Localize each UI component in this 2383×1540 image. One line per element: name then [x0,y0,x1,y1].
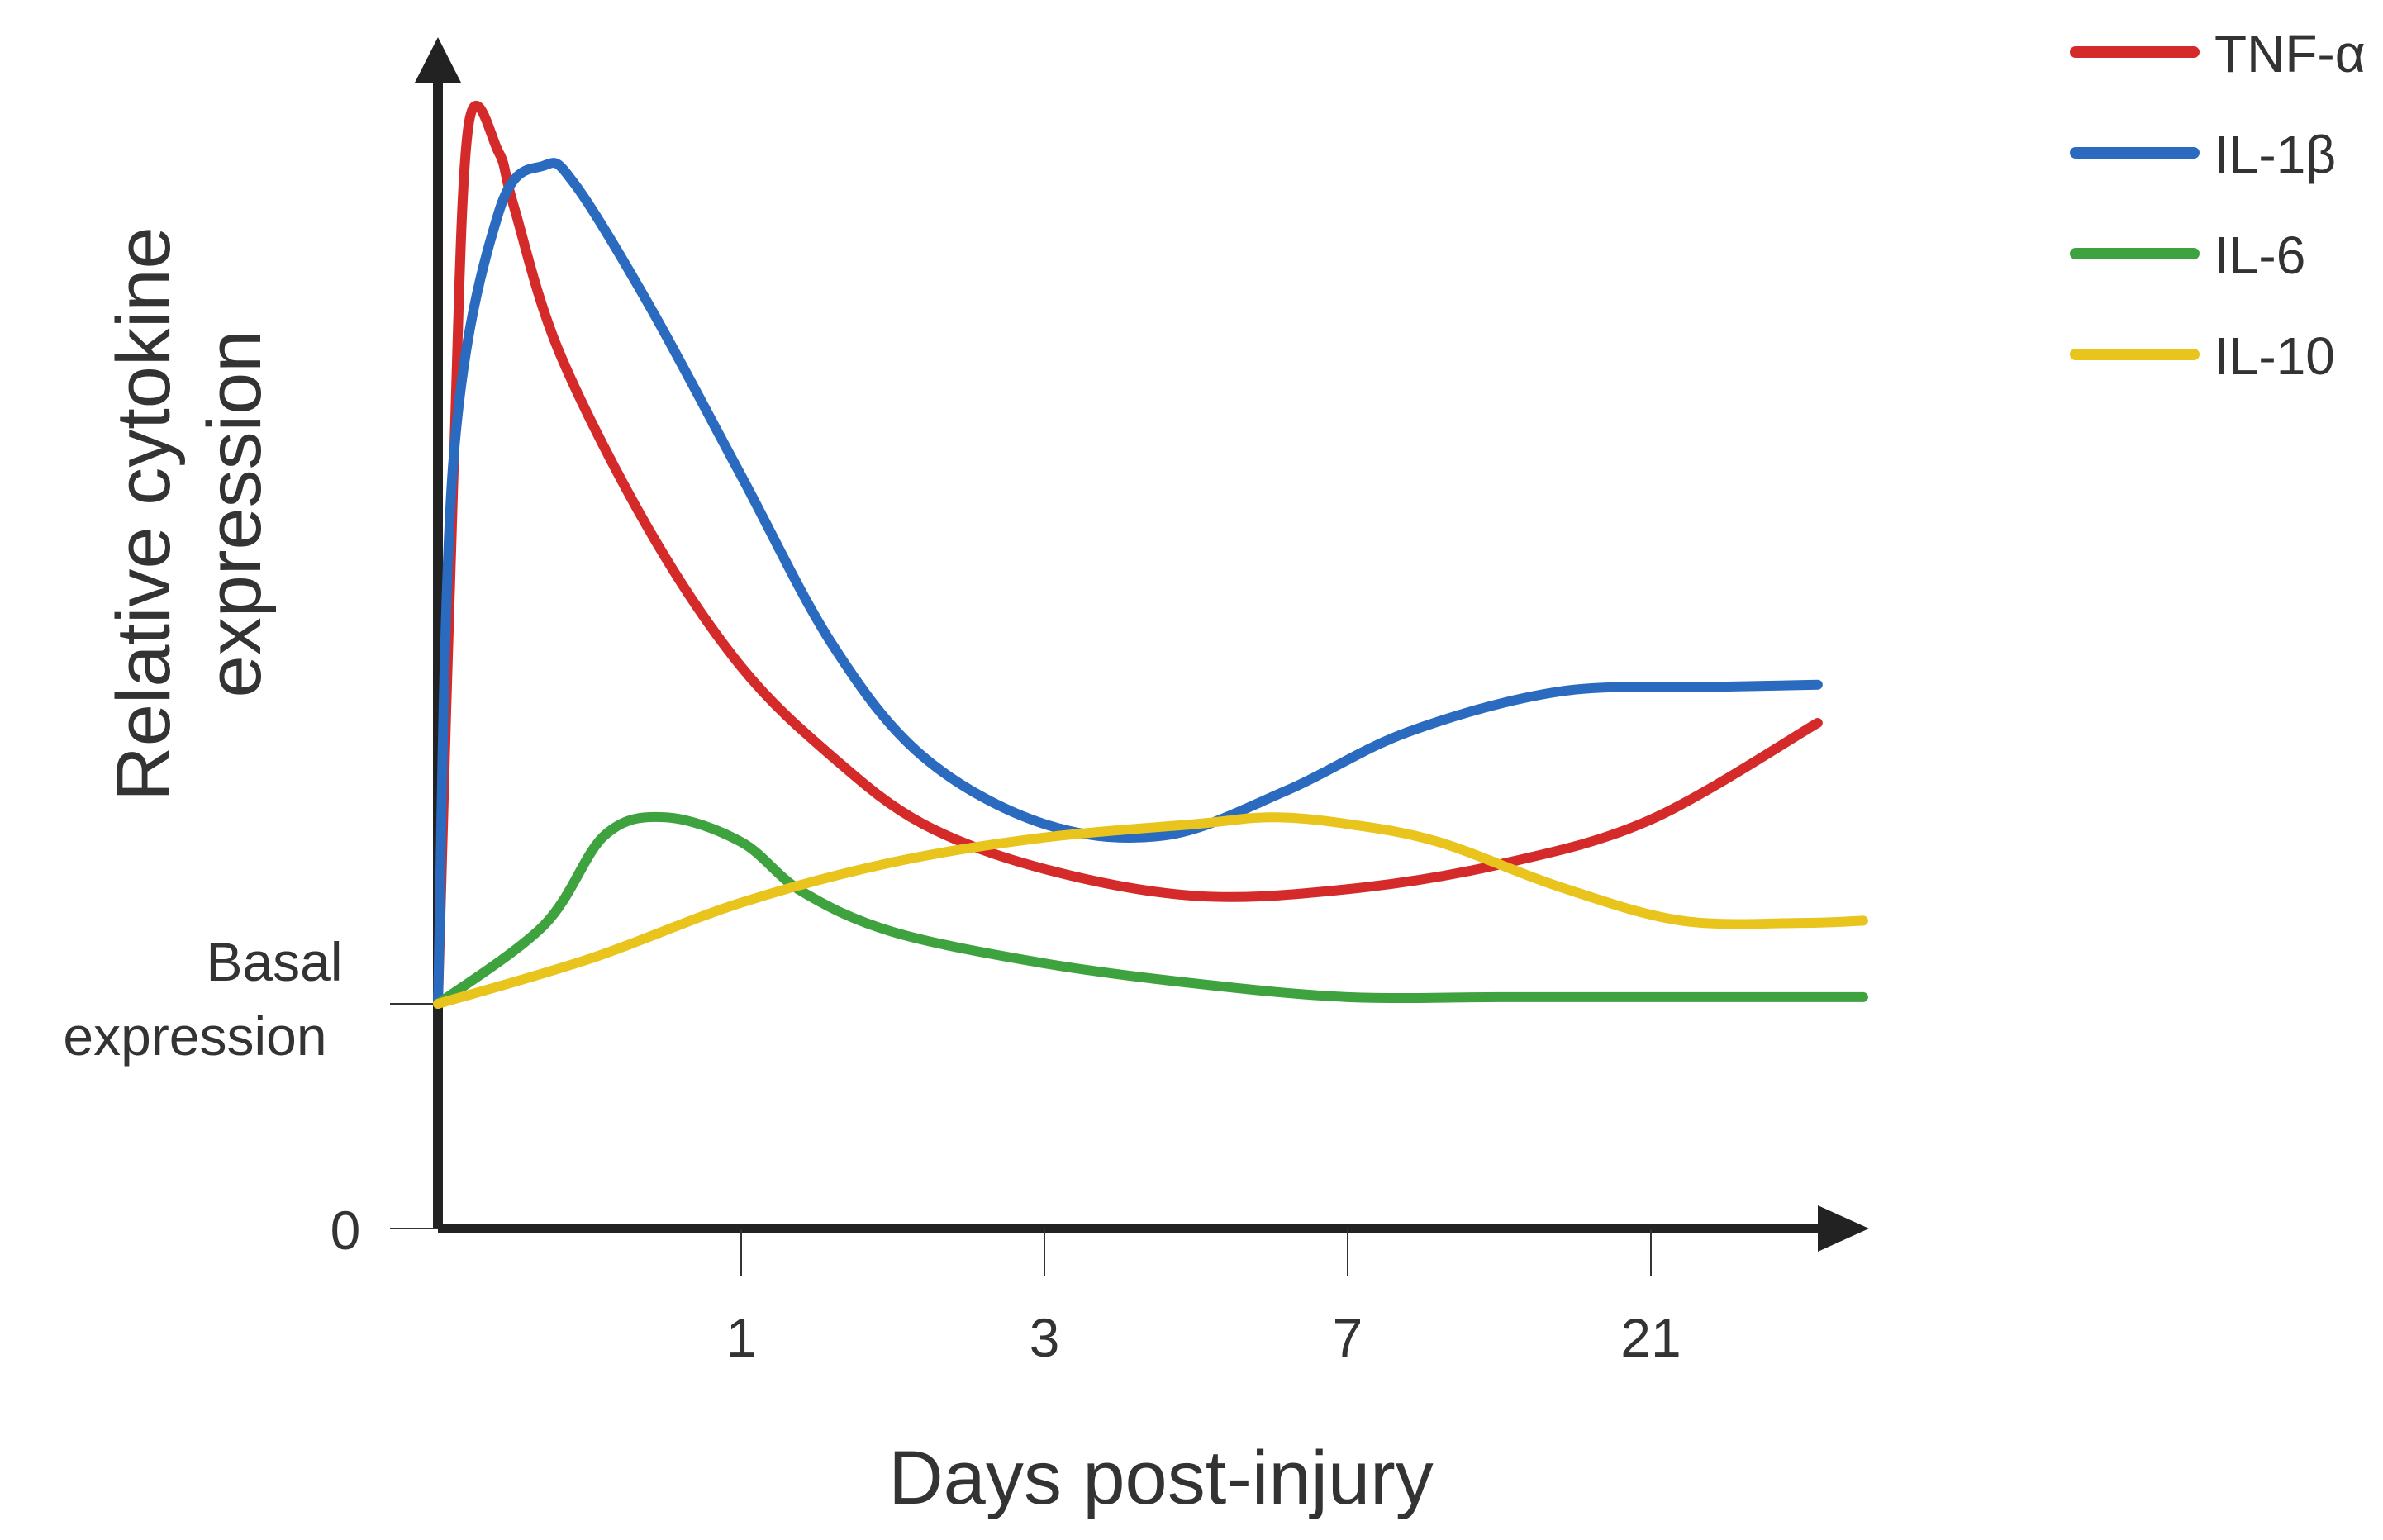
legend-label: IL-10 [2214,326,2335,386]
y-axis-label: Relative cytokineexpression [102,226,277,801]
legend-label: TNF-α [2214,24,2366,83]
series-line-IL-10 [433,812,1868,1009]
axis-labels: 1 3 7 21 0 Basal expression Days post-injury Rel… [63,226,1681,1520]
y-tick-label: Basal expression [63,931,342,1067]
series-lines [433,100,1868,1009]
legend: TNF-α IL-1β IL-6 IL-10 [2070,24,2366,386]
legend-label: IL-1β [2214,125,2336,184]
x-tick-label: 7 [1333,1307,1363,1368]
y-tick-label: 0 [331,1200,361,1261]
y-axis-arrow [415,37,461,83]
series-line-IL-1β [433,158,1823,1009]
x-tick-label: 21 [1620,1307,1681,1368]
axes [390,37,1869,1276]
x-tick-label: 1 [726,1307,757,1368]
x-tick-label: 3 [1030,1307,1060,1368]
series-line-TNF-α [433,100,1823,1009]
x-axis-label: Days post-injury [888,1436,1434,1520]
legend-label: IL-6 [2214,226,2305,285]
x-axis-arrow [1818,1205,1869,1252]
series-line-IL-6 [433,811,1868,1009]
